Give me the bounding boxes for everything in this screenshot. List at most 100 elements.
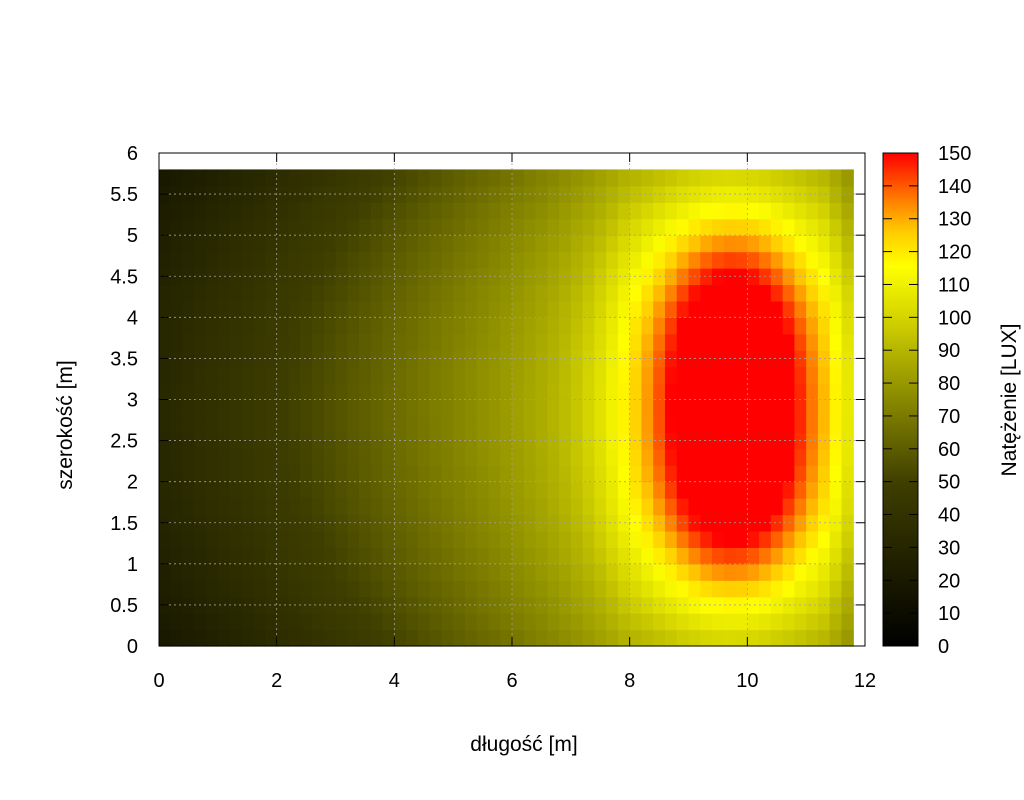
- heatmap-cell: [653, 448, 666, 466]
- colorbar-tick-label: 70: [938, 406, 960, 428]
- heatmap-cell: [229, 333, 242, 351]
- heatmap-cell: [311, 432, 325, 450]
- heatmap-cell: [335, 317, 348, 335]
- heatmap-cell: [382, 465, 395, 483]
- heatmap-cell: [441, 415, 454, 433]
- heatmap-cell: [347, 415, 360, 433]
- heatmap-cell: [782, 498, 795, 516]
- heatmap-cell: [264, 235, 278, 253]
- heatmap-cell: [747, 218, 760, 236]
- heatmap-cell: [606, 498, 619, 516]
- heatmap-cell: [794, 448, 807, 466]
- heatmap-cell: [770, 448, 784, 466]
- heatmap-cell: [288, 235, 301, 253]
- heatmap-cell: [394, 251, 407, 269]
- heatmap-cell: [688, 300, 701, 318]
- heatmap-cell: [300, 251, 313, 269]
- y-tick-label: 4: [127, 307, 138, 329]
- heatmap-cell: [406, 383, 419, 401]
- heatmap-cell: [559, 465, 572, 483]
- heatmap-cell: [300, 366, 313, 384]
- heatmap-cell: [770, 432, 784, 450]
- heatmap-cell: [382, 317, 395, 335]
- heatmap-cell: [676, 498, 690, 516]
- heatmap-cell: [323, 202, 337, 220]
- heatmap-cell: [464, 514, 478, 532]
- heatmap-cell: [170, 580, 184, 598]
- heatmap-cell: [170, 350, 184, 368]
- heatmap-cell: [535, 498, 548, 516]
- heatmap-cell: [417, 415, 431, 433]
- heatmap-cell: [712, 432, 725, 450]
- heatmap-cell: [217, 580, 231, 598]
- colorbar-tick-label: 150: [938, 143, 971, 165]
- heatmap-cell: [535, 399, 548, 417]
- heatmap-cell: [806, 218, 819, 236]
- heatmap-cell: [264, 202, 278, 220]
- heatmap-cell: [441, 596, 454, 614]
- heatmap-cell: [841, 300, 854, 318]
- heatmap-cell: [712, 596, 725, 614]
- heatmap-cell: [264, 350, 278, 368]
- heatmap-cell: [664, 350, 678, 368]
- heatmap-cell: [559, 629, 572, 647]
- heatmap-cell: [500, 613, 513, 631]
- heatmap-cell: [606, 613, 619, 631]
- heatmap-cell: [606, 596, 619, 614]
- heatmap-cell: [570, 514, 584, 532]
- heatmap-cell: [641, 268, 654, 286]
- heatmap-cell: [464, 185, 478, 203]
- heatmap-cell: [429, 251, 442, 269]
- heatmap-cell: [453, 284, 466, 302]
- heatmap-cell: [547, 530, 560, 548]
- heatmap-cell: [241, 333, 254, 351]
- heatmap-cell: [735, 383, 748, 401]
- heatmap-cell: [829, 366, 843, 384]
- heatmap-cell: [382, 251, 395, 269]
- heatmap-cell: [429, 563, 442, 581]
- heatmap-cell: [570, 596, 584, 614]
- heatmap-cell: [512, 399, 525, 417]
- heatmap-cell: [782, 185, 795, 203]
- heatmap-cell: [841, 547, 854, 565]
- heatmap-cell: [206, 514, 219, 532]
- heatmap-cell: [559, 481, 572, 499]
- heatmap-cell: [300, 202, 313, 220]
- heatmap-cell: [464, 366, 478, 384]
- heatmap-cell: [276, 169, 290, 187]
- heatmap-cell: [453, 235, 466, 253]
- heatmap-cell: [323, 235, 337, 253]
- heatmap-cell: [641, 596, 654, 614]
- heatmap-cell: [276, 530, 290, 548]
- heatmap-cell: [559, 202, 572, 220]
- heatmap-cell: [747, 613, 760, 631]
- heatmap-cell: [476, 185, 490, 203]
- heatmap-cell: [512, 300, 525, 318]
- heatmap-cell: [653, 415, 666, 433]
- heatmap-cell: [641, 399, 654, 417]
- heatmap-cell: [747, 547, 760, 565]
- heatmap-cell: [559, 235, 572, 253]
- heatmap-cell: [264, 185, 278, 203]
- heatmap-cell: [629, 629, 643, 647]
- heatmap-cell: [512, 366, 525, 384]
- heatmap-cell: [441, 563, 454, 581]
- heatmap-cell: [335, 366, 348, 384]
- heatmap-cell: [217, 448, 231, 466]
- heatmap-cell: [170, 498, 184, 516]
- heatmap-cell: [476, 415, 490, 433]
- heatmap-cell: [535, 366, 548, 384]
- heatmap-cell: [241, 169, 254, 187]
- heatmap-cell: [300, 235, 313, 253]
- heatmap-cell: [723, 580, 737, 598]
- heatmap-cell: [359, 284, 372, 302]
- heatmap-cell: [794, 300, 807, 318]
- heatmap-cell: [617, 284, 631, 302]
- heatmap-cell: [759, 317, 772, 335]
- heatmap-cell: [594, 498, 607, 516]
- heatmap-cell: [311, 530, 325, 548]
- heatmap-cell: [794, 251, 807, 269]
- heatmap-cell: [206, 235, 219, 253]
- heatmap-cell: [159, 547, 172, 565]
- heatmap-cell: [806, 563, 819, 581]
